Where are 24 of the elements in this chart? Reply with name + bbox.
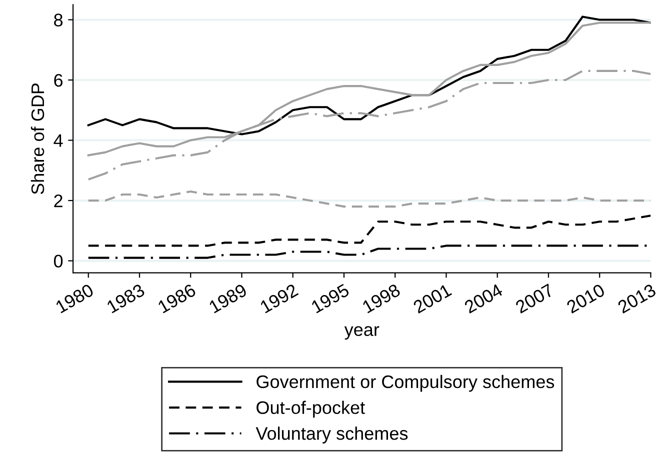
y-tick-label: 8 bbox=[54, 14, 63, 26]
x-tick-label: 2007 bbox=[514, 283, 554, 314]
legend-label: Out-of-pocket bbox=[256, 400, 365, 418]
y-tick-label: 4 bbox=[54, 134, 63, 147]
legend-label: Government or Compulsory schemes bbox=[256, 374, 554, 392]
x-axis-title: year bbox=[344, 326, 380, 340]
y-tick-label: 0 bbox=[54, 254, 63, 268]
y-axis-title: Share of GDP bbox=[30, 84, 44, 194]
x-tick-label: 2001 bbox=[412, 283, 452, 314]
line-series bbox=[87, 214, 651, 247]
line-series bbox=[87, 16, 651, 136]
x-tick-label: 2010 bbox=[566, 283, 606, 314]
y-tick-label: 6 bbox=[54, 74, 63, 87]
x-tick-label: 2004 bbox=[464, 283, 504, 314]
y-tick-label: 2 bbox=[54, 194, 62, 208]
x-tick-label: 1989 bbox=[208, 283, 248, 314]
x-tick-label: 1983 bbox=[106, 283, 146, 314]
x-tick-label: 1986 bbox=[157, 283, 197, 314]
legend-label: Voluntary schemes bbox=[256, 426, 408, 444]
x-tick-label: 2013 bbox=[616, 283, 657, 314]
x-tick-label: 1980 bbox=[55, 283, 94, 314]
x-tick-label: 1992 bbox=[260, 283, 299, 314]
x-tick-label: 1995 bbox=[310, 283, 350, 314]
x-tick-label: 1998 bbox=[362, 283, 402, 314]
